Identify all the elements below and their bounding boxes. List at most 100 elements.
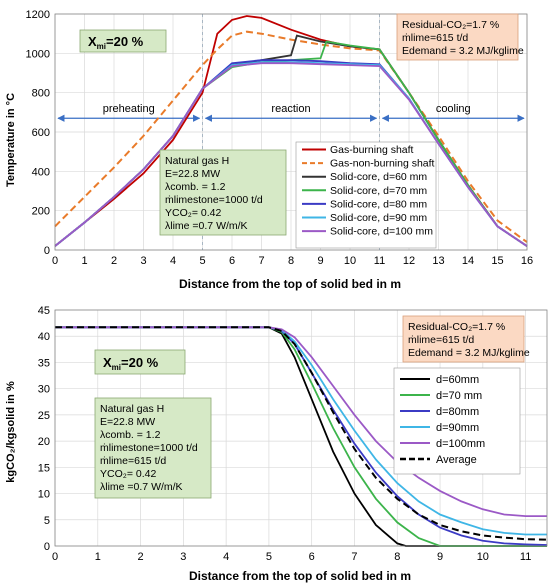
residual2-line1: Residual-CO₂=1.7 %	[408, 321, 505, 333]
chart2-legend: d=60mm d=70 mm d=80mm d=90mm d=100mm Average	[393, 367, 521, 475]
chart1-x-tick-label: 9	[317, 255, 323, 267]
param-line: Natural gas H	[165, 155, 229, 167]
zone-label-cooling: cooling	[436, 103, 471, 115]
chart1-x-tick-label: 13	[432, 255, 444, 267]
legend-label: Solid-core, d=90 mm	[330, 212, 427, 224]
param-line: ṁlimestone=1000 t/d	[100, 442, 198, 454]
chart1-x-tick-label: 10	[344, 255, 356, 267]
chart2-x-tick-label: 7	[351, 551, 357, 563]
zone-label-preheating: preheating	[103, 103, 155, 115]
chart2-y-tick-label: 5	[44, 515, 50, 527]
chart2-xmi-box: Xmi=20 %	[94, 349, 186, 375]
chart2-x-axis-label: Distance from the top of solid bed in m	[189, 569, 411, 583]
chart1-x-axis-label: Distance from the top of solid bed in m	[179, 277, 401, 291]
chart2-x-tick-label: 10	[477, 551, 489, 563]
chart2-y-tick-label: 25	[38, 410, 50, 422]
zone-label-reaction: reaction	[271, 103, 310, 115]
chart2-y-tick-label: 30	[38, 384, 50, 396]
chart1-x-tick-label: 16	[521, 255, 533, 267]
chart1-x-tick-label: 12	[403, 255, 415, 267]
chart2-plot-frame	[54, 309, 548, 547]
chart1-axes: 0 1 2 3 4 5 6 7 8 9 10 11 12 13 14 15 160200400600800100…	[26, 9, 534, 267]
param-line: ṁlime=615 t/d	[100, 455, 166, 467]
legend-label: Average	[436, 454, 477, 466]
chart2-x-tick-label: 11	[520, 551, 531, 563]
param-line: λlime =0.7 W/m/K	[100, 481, 183, 493]
legend-label: Solid-core, d=60 mm	[330, 171, 427, 183]
chart1-x-tick-label: 6	[229, 255, 235, 267]
chart1-residual-box: Residual-CO₂=1.7 % ṁlime=615 t/d Edemand…	[396, 13, 524, 61]
chart2-x-tick-label: 4	[223, 551, 229, 563]
chart1-y-tick-label: 400	[32, 166, 50, 178]
param-line: λlime =0.7 W/m/K	[165, 220, 248, 232]
param-line: ṁlimestone=1000 t/d	[165, 194, 263, 206]
legend-label: d=100mm	[436, 438, 485, 450]
chart2-y-tick-label: 35	[38, 357, 50, 369]
series-line	[54, 62, 528, 247]
legend-label: Solid-core, d=70 mm	[330, 185, 427, 197]
chart2-y-tick-label: 40	[38, 331, 50, 343]
chart1-x-tick-label: 11	[374, 255, 385, 267]
series-line	[55, 326, 548, 541]
chart2-x-tick-label: 6	[309, 551, 315, 563]
param-line: Natural gas H	[100, 403, 164, 415]
chart1-x-tick-label: 2	[111, 255, 117, 267]
chart2-y-tick-label: 45	[38, 305, 50, 317]
chart2-y-tick-label: 10	[38, 489, 50, 501]
xmi-label: X	[88, 34, 97, 49]
series-line	[55, 326, 547, 517]
legend-label: Gas-non-burning shaft	[330, 158, 435, 170]
chart2-x-tick-label: 8	[394, 551, 400, 563]
series-line	[55, 326, 547, 547]
param-line: λcomb. = 1.2	[165, 181, 226, 193]
xmi-sub-2: mi	[112, 363, 121, 372]
chart1-x-tick-label: 1	[81, 255, 87, 267]
residual-line3: Edemand = 3.2 MJ/kglime	[402, 45, 524, 57]
chart1-x-tick-label: 14	[462, 255, 474, 267]
chart1-plot-frame	[54, 13, 528, 251]
chart1-x-tick-label: 8	[288, 255, 294, 267]
param-line: YCO₂= 0.42	[100, 468, 156, 480]
chart1-y-tick-label: 600	[32, 127, 50, 139]
param-line: E=22.8 MW	[100, 416, 155, 428]
chart1-x-tick-label: 7	[258, 255, 264, 267]
residual2-line2: ṁlime=615 t/d	[408, 334, 474, 346]
chart1-y-tick-label: 800	[32, 88, 50, 100]
legend-label: d=70 mm	[436, 390, 482, 402]
chart1-x-tick-label: 5	[199, 255, 205, 267]
chart2-series	[55, 326, 548, 547]
svg-text:Xmi=20 %: Xmi=20 %	[88, 34, 144, 51]
chart1-y-axis-label: Temperature in °C	[5, 93, 17, 187]
chart2-x-tick-label: 9	[437, 551, 443, 563]
chart1-x-tick-label: 15	[491, 255, 503, 267]
chart1-zone-arrows: preheating reaction cooling	[57, 14, 525, 250]
series-line	[54, 30, 528, 243]
chart1-y-tick-label: 1000	[26, 48, 50, 60]
chart1-x-tick-label: 0	[52, 255, 58, 267]
residual-line1: Residual-CO₂=1.7 %	[402, 19, 499, 31]
legend-label: Solid-core, d=100 mm	[330, 226, 433, 238]
legend-label: d=80mm	[436, 406, 479, 418]
legend-label: Gas-burning shaft	[330, 144, 414, 156]
param-line: λcomb. = 1.2	[100, 429, 161, 441]
xmi-value: =20 %	[106, 34, 144, 49]
chart2-y-axis-label: kgCO₂/kgsolid in %	[5, 381, 17, 483]
series-line	[55, 326, 547, 536]
chart2-x-tick-label: 0	[52, 551, 58, 563]
chart2-x-tick-label: 1	[95, 551, 101, 563]
chart1-xmi-box: Xmi=20 %	[79, 29, 167, 53]
xmi-label-2: X	[103, 355, 112, 370]
chart2-y-tick-label: 20	[38, 436, 50, 448]
chart1-y-tick-label: 200	[32, 206, 50, 218]
chart2-residual-box: Residual-CO₂=1.7 % ṁlime=615 t/d Edemand…	[402, 315, 530, 363]
param-line: E=22.8 MW	[165, 168, 220, 180]
svg-text:Xmi=20 %: Xmi=20 %	[103, 355, 159, 372]
residual2-line3: Edemand = 3.2 MJ/kglime	[408, 347, 530, 359]
chart1-y-tick-label: 1200	[26, 9, 50, 21]
temperature-chart: preheating reaction cooling 0 1 2 3 4 5 6 7 8 9 10…	[5, 9, 533, 291]
chart1-y-tick-label: 0	[44, 245, 50, 257]
